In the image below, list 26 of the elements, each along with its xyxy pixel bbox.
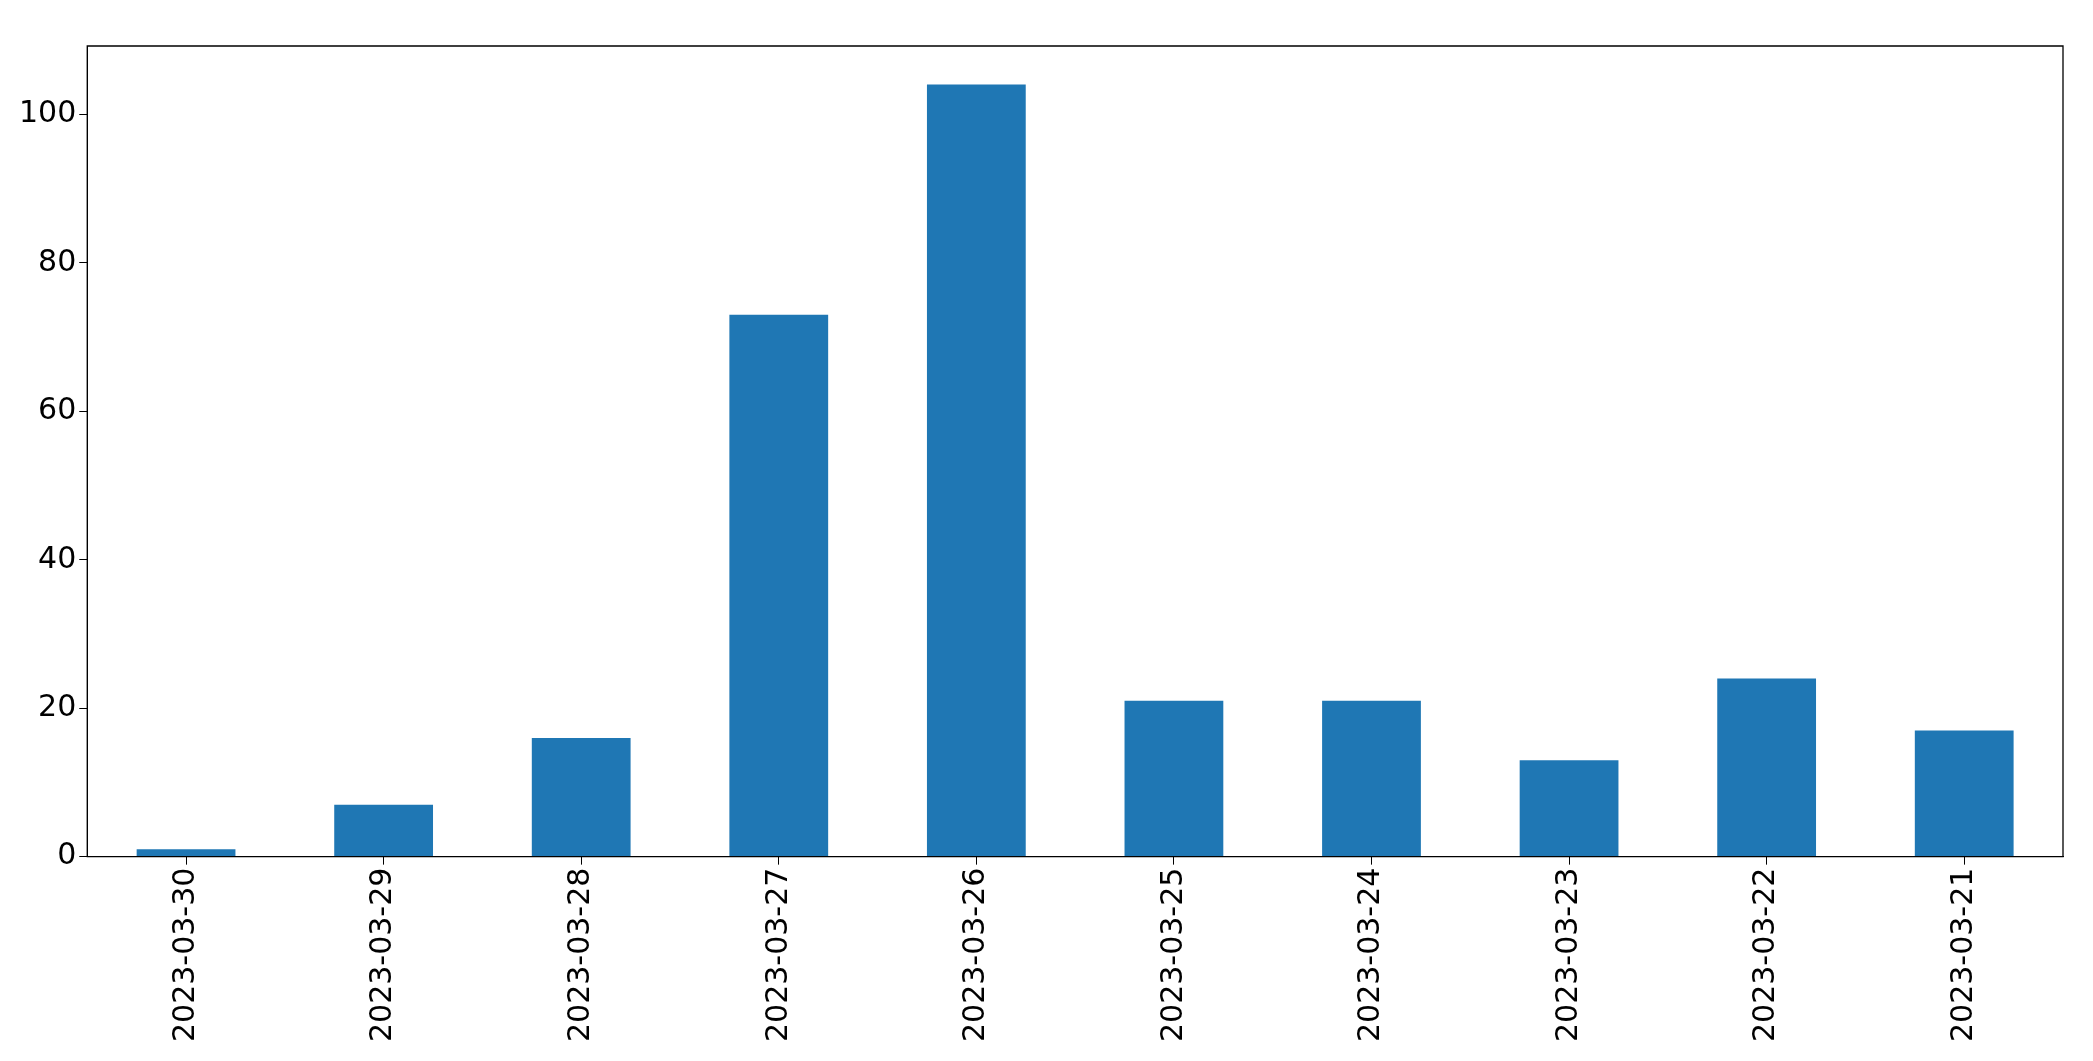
x-tick-label: 2023-03-25: [1153, 867, 1189, 1043]
bar: [729, 314, 829, 857]
y-tick-label: 60: [38, 391, 77, 427]
y-tick-label: 0: [57, 836, 77, 872]
x-tick-label: 2023-03-27: [758, 867, 794, 1043]
bar: [531, 737, 631, 857]
bar: [136, 849, 236, 857]
x-tick-label: 2023-03-24: [1351, 867, 1387, 1043]
bar: [334, 804, 434, 857]
x-tick-label: 2023-03-23: [1548, 867, 1584, 1043]
x-tick-label: 2023-03-28: [560, 867, 596, 1043]
y-tick-label: 80: [38, 242, 77, 278]
x-tick-label: 2023-03-22: [1746, 867, 1782, 1043]
bar: [1914, 730, 2014, 857]
bar: [1717, 678, 1817, 857]
y-tick-label: 100: [19, 94, 77, 130]
bar: [926, 84, 1026, 857]
bar: [1322, 700, 1421, 857]
bar: [1124, 700, 1224, 857]
x-tick-label: 2023-03-26: [956, 867, 992, 1043]
y-tick-label: 40: [38, 539, 77, 575]
x-tick-label: 2023-03-30: [165, 867, 201, 1043]
y-tick-label: 20: [38, 687, 77, 723]
bar: [1519, 760, 1619, 857]
x-tick-label: 2023-03-29: [363, 867, 399, 1043]
x-tick-label: 2023-03-21: [1944, 867, 1980, 1043]
